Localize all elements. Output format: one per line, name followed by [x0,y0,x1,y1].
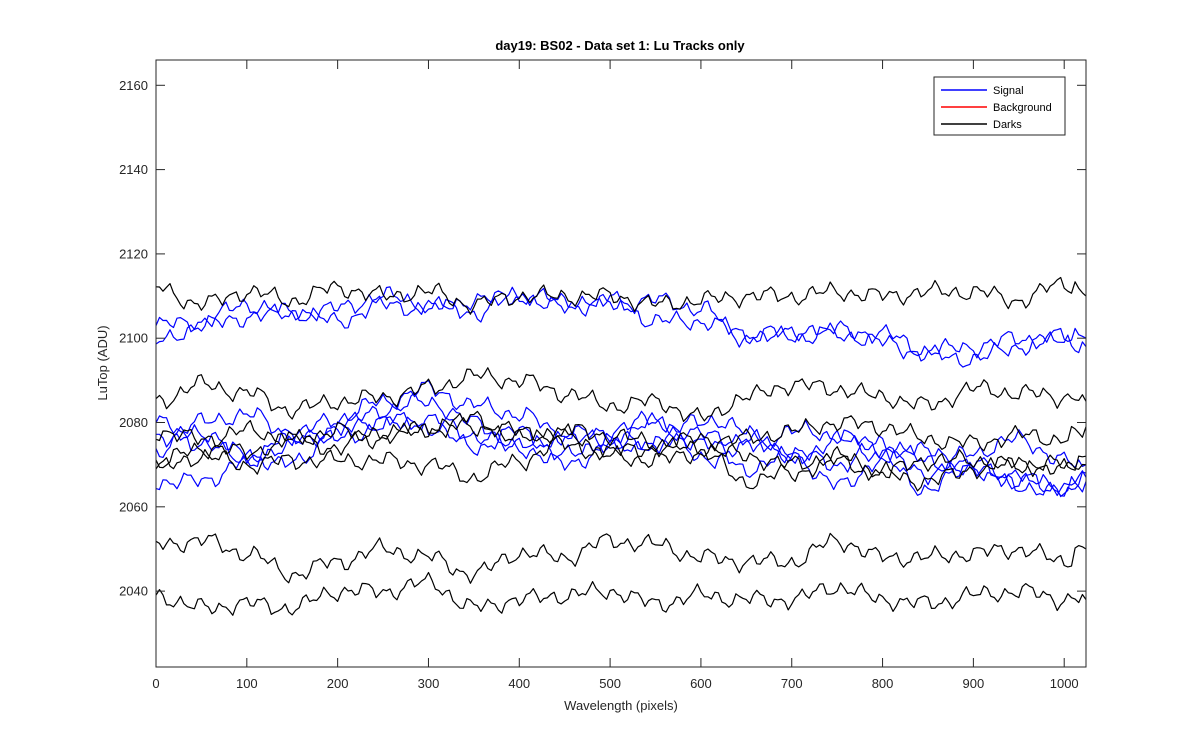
y-tick-label: 2080 [119,415,148,430]
x-tick-label: 200 [327,676,349,691]
series-layer [155,276,1087,616]
x-tick-label: 900 [963,676,985,691]
legend-label-signal: Signal [993,85,1024,97]
y-tick-label: 2140 [119,162,148,177]
x-tick-label: 800 [872,676,894,691]
legend: Signal Background Darks [933,76,1066,136]
x-tick-label: 400 [508,676,530,691]
x-axis-title: Wavelength (pixels) [564,698,678,713]
y-axis-title: LuTop (ADU) [95,325,110,400]
x-tick-label: 600 [690,676,712,691]
legend-box [933,76,1066,136]
series-line-signal-4 [155,392,1087,498]
chart-title: day19: BS02 - Data set 1: Lu Tracks only [495,38,745,53]
y-tick-label: 2160 [119,78,148,93]
series-line-darks-13 [155,571,1087,616]
y-tick-label: 2040 [119,584,148,599]
y-tick-label: 2100 [119,331,148,346]
y-tick-label: 2120 [119,246,148,261]
x-axis: 0 100 200 300 400 500 600 700 800 900 1000 [152,60,1079,691]
series-line-darks-10 [155,417,1087,481]
series-line-signal-2 [155,287,1087,368]
series-line-darks-7 [155,276,1087,315]
series-line-darks-11 [155,435,1087,492]
plot-frame [155,59,1087,668]
x-tick-label: 300 [418,676,440,691]
x-tick-label: 700 [781,676,803,691]
x-tick-label: 500 [599,676,621,691]
series-line-darks-8 [155,367,1087,422]
legend-label-darks: Darks [993,119,1022,131]
legend-label-background: Background [993,102,1052,114]
y-tick-label: 2060 [119,499,148,514]
series-line-darks-12 [155,532,1087,584]
x-tick-label: 1000 [1050,676,1079,691]
series-line-darks-9 [155,410,1087,456]
y-axis: 2040 2060 2080 2100 2120 2140 2160 [119,78,1086,599]
x-tick-label: 100 [236,676,258,691]
x-tick-label: 0 [152,676,159,691]
